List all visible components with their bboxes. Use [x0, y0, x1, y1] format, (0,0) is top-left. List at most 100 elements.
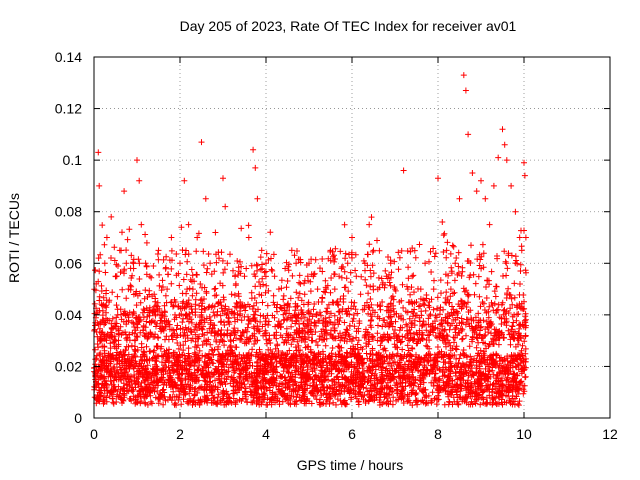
- data-point: [276, 380, 283, 387]
- data-point: [478, 177, 484, 184]
- data-point: [214, 394, 221, 401]
- data-point: [327, 289, 334, 296]
- data-point: [254, 262, 261, 269]
- data-point: [283, 259, 290, 266]
- data-point: [111, 244, 118, 251]
- data-point: [218, 249, 225, 256]
- data-point: [108, 213, 115, 220]
- data-point: [341, 284, 348, 291]
- data-point: [488, 268, 495, 275]
- data-point: [521, 338, 528, 345]
- data-point: [232, 273, 238, 280]
- data-point: [177, 325, 184, 332]
- data-point: [467, 353, 474, 360]
- data-point: [358, 393, 365, 400]
- data-point: [161, 302, 168, 309]
- data-point: [440, 249, 447, 255]
- data-point: [516, 291, 523, 298]
- data-point: [138, 344, 145, 351]
- data-point: [142, 231, 149, 238]
- data-point: [501, 141, 508, 148]
- data-point: [395, 249, 402, 256]
- data-point: [366, 393, 373, 399]
- data-point: [450, 243, 457, 250]
- data-point: [228, 291, 235, 298]
- data-point: [490, 381, 497, 387]
- data-point: [281, 374, 288, 381]
- data-point: [280, 292, 287, 299]
- data-point: [486, 221, 493, 228]
- data-point: [488, 330, 494, 337]
- data-point: [249, 399, 256, 406]
- data-point: [501, 248, 508, 255]
- data-point: [375, 274, 382, 281]
- data-point: [126, 226, 133, 233]
- data-point: [368, 214, 375, 221]
- data-point: [504, 265, 511, 272]
- data-point: [295, 294, 302, 301]
- data-point: [381, 345, 388, 352]
- data-point: [265, 318, 272, 325]
- data-point: [203, 269, 210, 276]
- data-point: [304, 344, 311, 350]
- data-point: [143, 239, 150, 246]
- data-point: [405, 330, 411, 337]
- y-tick-label: 0.14: [55, 49, 82, 65]
- data-point: [343, 326, 350, 333]
- data-point: [124, 236, 131, 243]
- data-point: [451, 289, 458, 296]
- data-point: [329, 362, 335, 369]
- data-point: [182, 338, 189, 345]
- data-point: [425, 332, 431, 339]
- x-tick-label: 2: [176, 426, 184, 442]
- data-point: [307, 288, 314, 295]
- data-point: [395, 266, 402, 273]
- data-point: [260, 313, 267, 320]
- data-point: [505, 327, 512, 334]
- data-point: [300, 327, 306, 334]
- data-point: [392, 368, 399, 375]
- data-point: [289, 272, 296, 279]
- data-point: [451, 277, 458, 284]
- data-point: [250, 302, 257, 309]
- data-point: [230, 395, 237, 402]
- data-point: [365, 290, 372, 297]
- data-point: [340, 299, 347, 305]
- data-point: [96, 182, 103, 189]
- data-point: [285, 267, 292, 274]
- data-point: [456, 195, 463, 202]
- data-point: [312, 392, 319, 399]
- data-point: [412, 254, 419, 261]
- data-point: [514, 361, 521, 368]
- data-point: [235, 293, 242, 300]
- data-point: [436, 311, 443, 318]
- data-point: [305, 343, 312, 350]
- data-point: [428, 269, 435, 275]
- data-point: [483, 284, 489, 290]
- data-point: [114, 306, 121, 313]
- data-point: [168, 247, 175, 254]
- data-point: [423, 327, 430, 334]
- data-point: [504, 361, 511, 368]
- data-point: [303, 371, 310, 378]
- data-point: [188, 266, 195, 273]
- data-point: [483, 382, 490, 389]
- data-point: [270, 292, 277, 299]
- data-point: [356, 389, 363, 396]
- data-point: [168, 234, 175, 241]
- data-point: [367, 375, 374, 382]
- data-point: [173, 351, 180, 358]
- data-point: [280, 317, 287, 324]
- data-point: [454, 271, 461, 278]
- data-point: [185, 297, 192, 304]
- data-point: [308, 364, 315, 371]
- data-point: [480, 396, 487, 403]
- data-point: [475, 392, 482, 399]
- y-tick-label: 0.1: [63, 152, 83, 168]
- data-point: [499, 126, 506, 133]
- data-point: [112, 273, 119, 280]
- data-point: [144, 401, 151, 408]
- data-point: [382, 267, 389, 274]
- data-point: [169, 366, 176, 373]
- data-point: [406, 371, 412, 378]
